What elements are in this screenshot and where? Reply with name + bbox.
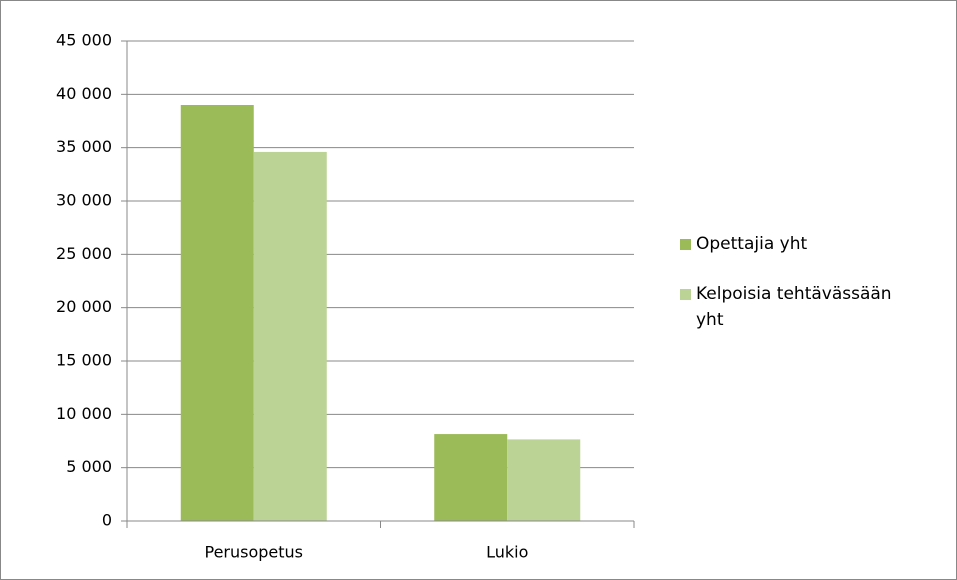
y-tick-label: 10 000 xyxy=(56,404,112,423)
y-tick-label: 0 xyxy=(102,511,112,530)
y-tick-label: 35 000 xyxy=(56,137,112,156)
y-tick-label: 40 000 xyxy=(56,84,112,103)
y-tick-label: 20 000 xyxy=(56,297,112,316)
y-tick-label: 30 000 xyxy=(56,191,112,210)
legend-label: Kelpoisia tehtävässään yht xyxy=(696,284,892,330)
bar xyxy=(180,105,254,521)
legend-item: Opettajia yht xyxy=(680,231,950,257)
legend-item: Kelpoisia tehtävässään yht xyxy=(680,281,950,333)
legend-label: Opettajia yht xyxy=(696,234,808,254)
bar xyxy=(253,151,327,521)
legend-swatch xyxy=(680,289,691,300)
y-tick-label: 25 000 xyxy=(56,244,112,263)
y-tick-label: 45 000 xyxy=(56,31,112,50)
y-tick-label: 15 000 xyxy=(56,351,112,370)
x-tick-label: Lukio xyxy=(486,543,528,562)
bar xyxy=(434,434,508,521)
y-tick-label: 5 000 xyxy=(66,457,112,476)
bar xyxy=(507,439,581,521)
x-tick-label: Perusopetus xyxy=(204,543,303,562)
legend-swatch xyxy=(680,239,691,250)
